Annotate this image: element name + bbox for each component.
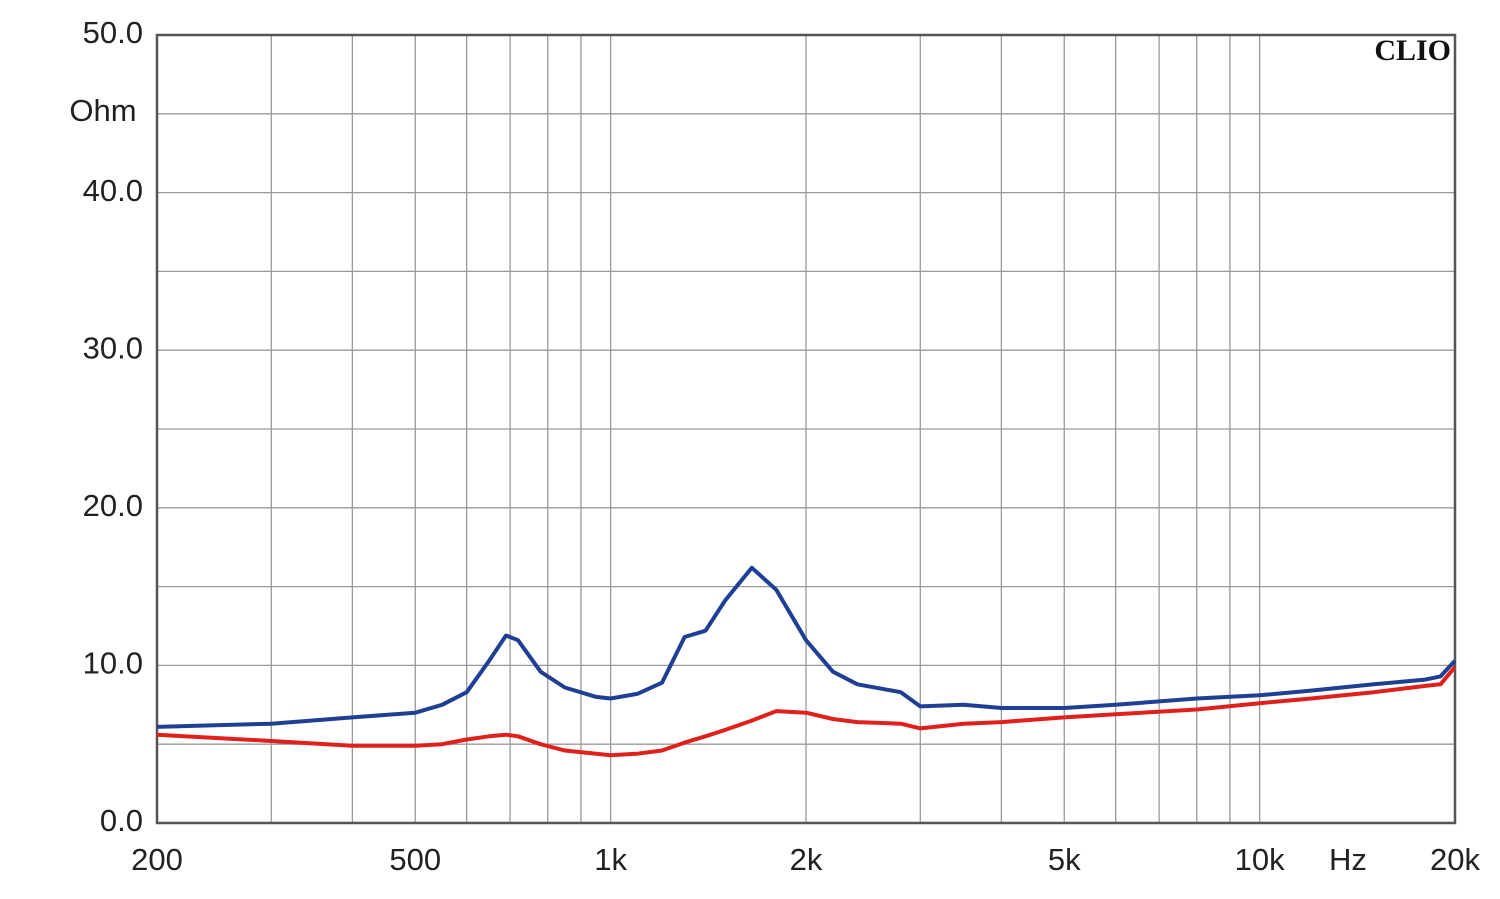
y-tick-label: 20.0 [83,488,143,523]
y-tick-label: 30.0 [83,330,143,365]
y-axis-label: Ohm [69,93,136,128]
plot-border [155,33,1457,825]
x-tick-label: 500 [389,842,441,877]
x-tick-label: 2k [790,842,823,877]
series-line [156,565,1457,729]
y-tick-label: 50.0 [83,15,143,50]
x-tick-label: 1k [594,842,627,877]
y-tick-label: 40.0 [83,173,143,208]
x-axis-label: Hz [1329,842,1367,877]
x-tick-label: 10k [1235,842,1285,877]
series-line [156,665,1457,758]
x-tick-label: 20k [1430,842,1480,877]
x-tick-label: 5k [1048,842,1081,877]
x-tick-label: 200 [131,842,183,877]
watermark: CLIO [1374,34,1451,67]
y-tick-label: 10.0 [83,646,143,681]
y-tick-label: 0.0 [100,803,143,838]
